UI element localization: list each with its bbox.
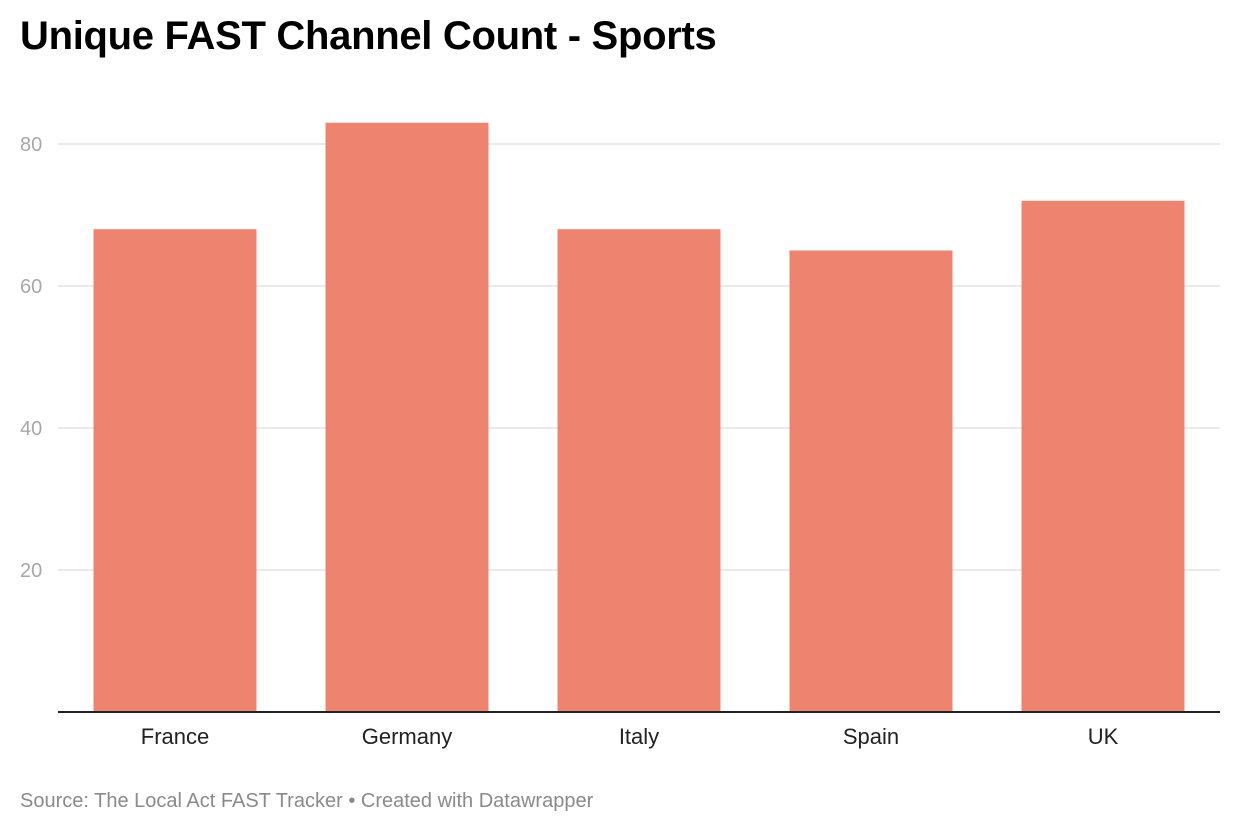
x-tick-label-france: France bbox=[141, 724, 209, 749]
separator-dot: • bbox=[348, 790, 356, 812]
x-tick-label-uk: UK bbox=[1088, 724, 1119, 749]
bar-uk bbox=[1021, 200, 1185, 713]
bars bbox=[93, 122, 1185, 713]
x-tick-label-spain: Spain bbox=[843, 724, 899, 749]
chart-title: Unique FAST Channel Count - Sports bbox=[20, 14, 717, 58]
chart-footer: Source: The Local Act FAST Tracker • Cre… bbox=[20, 790, 593, 813]
credit-text: Created with Datawrapper bbox=[360, 790, 594, 812]
bar-spain bbox=[789, 250, 953, 712]
x-axis-labels: France Germany Italy Spain UK bbox=[141, 724, 1119, 749]
y-tick-label-80: 80 bbox=[20, 134, 42, 156]
bar-italy bbox=[557, 229, 721, 712]
y-tick-label-60: 60 bbox=[20, 276, 42, 298]
bar-germany bbox=[325, 122, 489, 712]
x-tick-label-italy: Italy bbox=[619, 724, 659, 749]
y-tick-label-40: 40 bbox=[20, 418, 42, 440]
x-tick-label-germany: Germany bbox=[362, 724, 452, 749]
bar-france bbox=[93, 229, 257, 712]
y-axis-ticks: 20 40 60 80 bbox=[20, 134, 42, 582]
source-text: Source: The Local Act FAST Tracker bbox=[20, 790, 343, 812]
y-tick-label-20: 20 bbox=[20, 560, 42, 582]
